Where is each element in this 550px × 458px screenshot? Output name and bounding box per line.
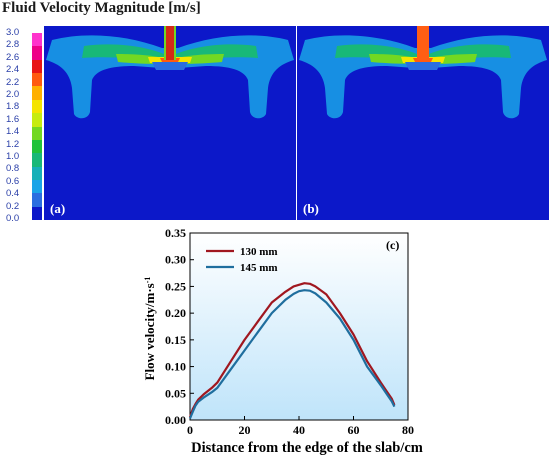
sen-jet-a <box>166 26 174 60</box>
series-line-145-mm <box>188 289 396 419</box>
legend-label: 130 mm <box>240 246 278 258</box>
colorbar-segment <box>32 73 42 87</box>
colorbar-segment <box>32 166 42 181</box>
y-tick-label: 0.25 <box>165 279 186 293</box>
colorbar-segment <box>32 179 42 194</box>
colorbar-tick-label: 0.2 <box>6 200 20 212</box>
colorbar-tick-label: 3.0 <box>6 27 20 38</box>
y-tick-label: 0.10 <box>165 360 186 374</box>
y-tick-label: 0.35 <box>165 226 186 240</box>
colorbar-segment <box>32 99 42 114</box>
x-tick-label: 0 <box>187 423 193 437</box>
colorbar-tick-label: 1.4 <box>6 126 20 138</box>
contour-map-b <box>299 26 547 119</box>
panel-label-a: (a) <box>50 201 66 216</box>
colorbar-segment <box>32 113 42 127</box>
colorbar-segment <box>32 46 42 61</box>
series-line-130-mm <box>188 282 396 418</box>
colorbar-tick-label: 0.0 <box>6 213 20 224</box>
colorbar-tick-label: 2.0 <box>6 89 20 100</box>
colorbar-tick-label: 1.8 <box>6 101 20 113</box>
colorbar-tick-label: 2.6 <box>6 51 20 63</box>
contour-map-a <box>46 26 294 119</box>
colorbar-segment <box>32 86 42 101</box>
x-tick-label: 40 <box>293 423 305 437</box>
colorbar-tick-label: 2.2 <box>6 76 20 88</box>
figure-title: Fluid Velocity Magnitude [m/s] <box>2 0 201 16</box>
x-tick-label: 20 <box>239 423 251 437</box>
x-tick-label: 60 <box>348 423 360 437</box>
y-tick-label: 0.30 <box>165 253 186 267</box>
colorbar-tick-label: 0.6 <box>6 175 20 187</box>
colorbar-segment <box>32 59 42 74</box>
colorbar-segment <box>32 139 42 154</box>
colorbar-segment <box>32 193 42 208</box>
colorbar-tick-label: 2.8 <box>6 39 20 51</box>
y-tick-label: 0.05 <box>165 386 186 400</box>
colorbar-tick-label: 1.0 <box>6 151 20 162</box>
colorbar-segment <box>32 206 42 221</box>
colorbar-segment <box>32 153 42 168</box>
colorbar-tick-label: 1.6 <box>6 113 20 125</box>
colorbar-segment <box>32 126 42 141</box>
colorbar-tick-label: 0.4 <box>6 188 20 200</box>
colorbar-tick-label: 2.4 <box>6 64 20 76</box>
panel-label-c: (c) <box>386 238 399 252</box>
sen-jet-b <box>417 26 429 60</box>
colorbar-tick-label: 1.2 <box>6 138 20 150</box>
y-tick-label: 0.20 <box>165 306 186 320</box>
plot-area <box>189 232 409 421</box>
y-tick-label: 0.15 <box>165 333 186 347</box>
y-tick-label: 0.00 <box>165 413 186 427</box>
colorbar-tick-label: 0.8 <box>6 163 20 175</box>
colorbar <box>32 33 42 221</box>
y-axis-label: Flow velocity/m·s-1 <box>142 277 157 381</box>
legend-label: 145 mm <box>240 262 278 274</box>
x-axis-label: Distance from the edge of the slab/cm <box>191 440 423 456</box>
x-tick-label: 80 <box>402 423 414 437</box>
velocity-line-chart: 0.00 0.05 0.10 0.15 0.20 0.25 0.30 0.35 0 20 40 60 8… <box>142 226 423 456</box>
contour-panel-b: (b) <box>297 26 549 220</box>
contour-panel-a: (a) <box>44 26 296 220</box>
colorbar-segment <box>32 33 42 47</box>
panel-label-b: (b) <box>303 201 319 216</box>
